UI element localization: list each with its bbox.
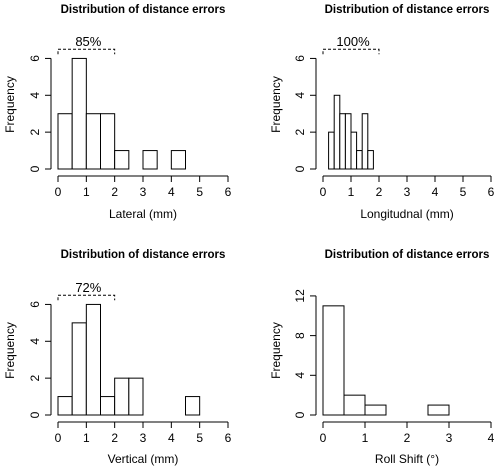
x-tick-label: 2	[376, 185, 383, 199]
x-tick-label: 5	[196, 431, 203, 445]
x-tick-label: 0	[55, 185, 62, 199]
histogram-bar	[343, 394, 366, 416]
y-tick-label: 6	[28, 301, 42, 308]
x-tick-label: 5	[460, 185, 467, 199]
y-axis-label: Frequency	[3, 322, 17, 379]
histogram-bar	[142, 150, 158, 170]
x-tick-label: 0	[55, 431, 62, 445]
y-tick-label: 12	[293, 289, 307, 303]
x-tick-label: 5	[196, 185, 203, 199]
y-axis-label: Frequency	[269, 76, 283, 133]
x-axis-label: Roll Shift (°)	[375, 452, 439, 466]
x-tick-label: 1	[362, 431, 369, 445]
percentage-bracket	[57, 48, 116, 55]
histogram-bar	[114, 150, 130, 170]
histogram-bar	[100, 113, 116, 170]
y-tick-label: 0	[293, 165, 307, 172]
x-tick-label: 1	[83, 431, 90, 445]
histogram-bar	[85, 113, 102, 170]
x-tick-label: 4	[432, 185, 439, 199]
y-tick-label: 4	[293, 372, 307, 379]
x-tick-label: 3	[446, 431, 453, 445]
histogram-bar	[333, 94, 341, 170]
y-tick-label: 8	[293, 332, 307, 339]
chart-title: Distribution of distance errors	[325, 4, 490, 16]
y-tick-label: 4	[28, 338, 42, 345]
histogram-bar	[322, 305, 345, 416]
x-tick-label: 2	[111, 431, 118, 445]
histogram-bar	[57, 396, 73, 416]
histogram-bar	[71, 57, 87, 170]
x-tick-label: 4	[488, 431, 495, 445]
histogram-bar	[350, 131, 358, 170]
histogram-bar	[71, 322, 87, 416]
x-axis-label: Vertical (mm)	[108, 452, 179, 466]
y-tick-label: 0	[293, 411, 307, 418]
percentage-annotation: 72%	[75, 280, 101, 295]
histogram-bar	[57, 113, 73, 170]
histogram-bar	[328, 131, 335, 170]
x-tick-label: 0	[320, 185, 327, 199]
chart-title: Distribution of distance errors	[325, 249, 490, 261]
x-tick-label: 1	[83, 185, 90, 199]
y-tick-label: 0	[28, 411, 42, 418]
percentage-annotation: 85%	[75, 34, 101, 49]
histogram-bar	[85, 303, 102, 416]
x-axis-label: Lateral (mm)	[109, 207, 177, 221]
percentage-bracket	[57, 294, 116, 301]
x-tick-label: 4	[168, 431, 175, 445]
x-tick-label: 3	[404, 185, 411, 199]
histogram-bar	[427, 404, 450, 416]
chart-title: Distribution of distance errors	[61, 4, 226, 16]
histogram-bar	[344, 113, 352, 170]
histogram-bar	[170, 150, 186, 170]
x-tick-label: 3	[140, 431, 147, 445]
x-tick-label: 2	[404, 431, 411, 445]
x-tick-label: 6	[225, 431, 232, 445]
histogram-bar	[114, 377, 130, 416]
histogram-bar	[185, 396, 201, 416]
x-tick-label: 1	[348, 185, 355, 199]
y-tick-label: 4	[28, 92, 42, 99]
x-tick-label: 0	[320, 431, 327, 445]
y-axis-label: Frequency	[3, 76, 17, 133]
x-tick-label: 6	[488, 185, 495, 199]
y-tick-label: 6	[293, 55, 307, 62]
y-tick-label: 6	[28, 55, 42, 62]
y-tick-label: 2	[28, 128, 42, 135]
percentage-bracket	[322, 48, 380, 55]
histogram-bar	[128, 377, 144, 416]
histogram-bar	[361, 113, 369, 170]
histogram-bar	[364, 404, 387, 416]
y-tick-label: 4	[293, 92, 307, 99]
histogram-bar	[367, 150, 374, 170]
y-axis-label: Frequency	[269, 322, 283, 379]
percentage-annotation: 100%	[336, 34, 370, 49]
y-tick-label: 2	[293, 128, 307, 135]
y-tick-label: 2	[28, 374, 42, 381]
x-tick-label: 2	[111, 185, 118, 199]
histogram-bar	[100, 396, 116, 416]
x-tick-label: 6	[225, 185, 232, 199]
histogram-bar	[339, 113, 346, 170]
x-tick-label: 3	[140, 185, 147, 199]
y-tick-label: 0	[28, 165, 42, 172]
x-axis-label: Longitudnal (mm)	[360, 207, 453, 221]
x-tick-label: 4	[168, 185, 175, 199]
histogram-bar	[356, 150, 363, 170]
chart-title: Distribution of distance errors	[61, 249, 226, 261]
